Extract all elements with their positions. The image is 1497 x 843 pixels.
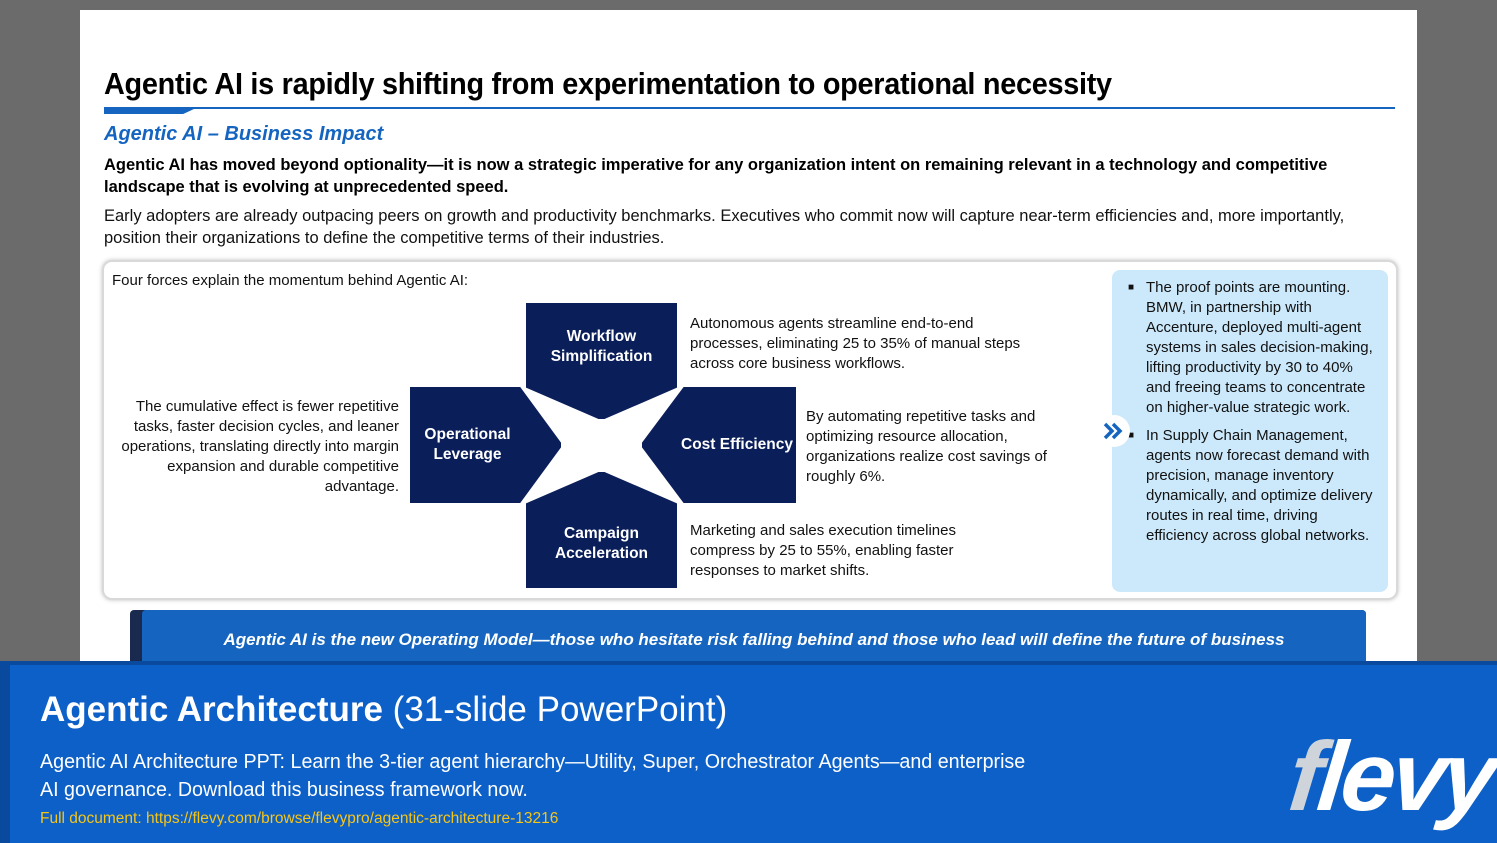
slide-title: Agentic AI is rapidly shifting from expe… [104,66,1112,101]
force-description-campaign: Marketing and sales execution timelines … [690,522,956,579]
lead-paragraph: Agentic AI has moved beyond optionality—… [104,156,1328,196]
proof-points-box: ■ The proof points are mounting. BMW, in … [1112,270,1388,592]
force-workflow-simplification: Workflow Simplification [526,303,677,419]
force-description-operational: The cumulative effect is fewer repetitiv… [121,398,399,495]
title-rule [104,107,1395,109]
slide-subtitle: Agentic AI – Business Impact [104,123,384,145]
flevy-logo[interactable]: flevy [1284,721,1497,831]
title-rule-accent [104,109,194,114]
proof-points-list: ■ The proof points are mounting. BMW, in … [1128,278,1376,546]
full-document-link[interactable]: Full document: https://flevy.com/browse/… [40,810,559,827]
square-bullet-icon: ■ [1128,282,1135,293]
panel-intro: Four forces explain the momentum behind … [112,272,469,289]
force-description-workflow: Autonomous agents streamline end-to-end … [690,315,1021,372]
force-campaign-acceleration: Campaign Acceleration [526,472,677,588]
conclusion-banner: Agentic AI is the new Operating Model—th… [142,610,1366,670]
proof-point: ■ In Supply Chain Management, agents now … [1128,426,1376,546]
double-chevron-right-icon [1098,415,1130,447]
force-label: Simplification [550,348,653,365]
footer-title-light: (31-slide PowerPoint) [382,690,728,729]
footer [0,661,1497,843]
force-label: Operational [424,426,511,443]
footer-accent [0,661,10,843]
force-label: Leverage [433,446,502,463]
force-label: Acceleration [554,545,649,562]
logo-letters: levy [1312,721,1497,831]
force-description-cost: By automating repetitive tasks and optim… [806,408,1047,485]
body-paragraph: Early adopters are already outpacing pee… [104,207,1345,247]
slide: Agentic AI is rapidly shifting from expe… [80,10,1417,670]
proof-point: ■ The proof points are mounting. BMW, in … [1128,278,1376,418]
force-operational-leverage: Operational Leverage [410,387,561,503]
proof-point-text: In Supply Chain Management, agents now f… [1146,427,1373,544]
force-label: Cost Efficiency [681,436,793,453]
square-bullet-icon: ■ [1128,430,1135,441]
forces-panel: Four forces explain the momentum behind … [102,260,1398,600]
proof-point-text: The proof points are mounting. BMW, in p… [1146,279,1373,416]
footer-description: Agentic AI Architecture PPT: Learn the 3… [40,750,1026,801]
footer-title-strong: Agentic Architecture [40,690,383,729]
force-label: Workflow [566,328,637,345]
force-label: Campaign [564,525,639,542]
force-cost-efficiency: Cost Efficiency [642,387,796,503]
footer-title: Agentic Architecture (31-slide PowerPoin… [40,690,727,730]
